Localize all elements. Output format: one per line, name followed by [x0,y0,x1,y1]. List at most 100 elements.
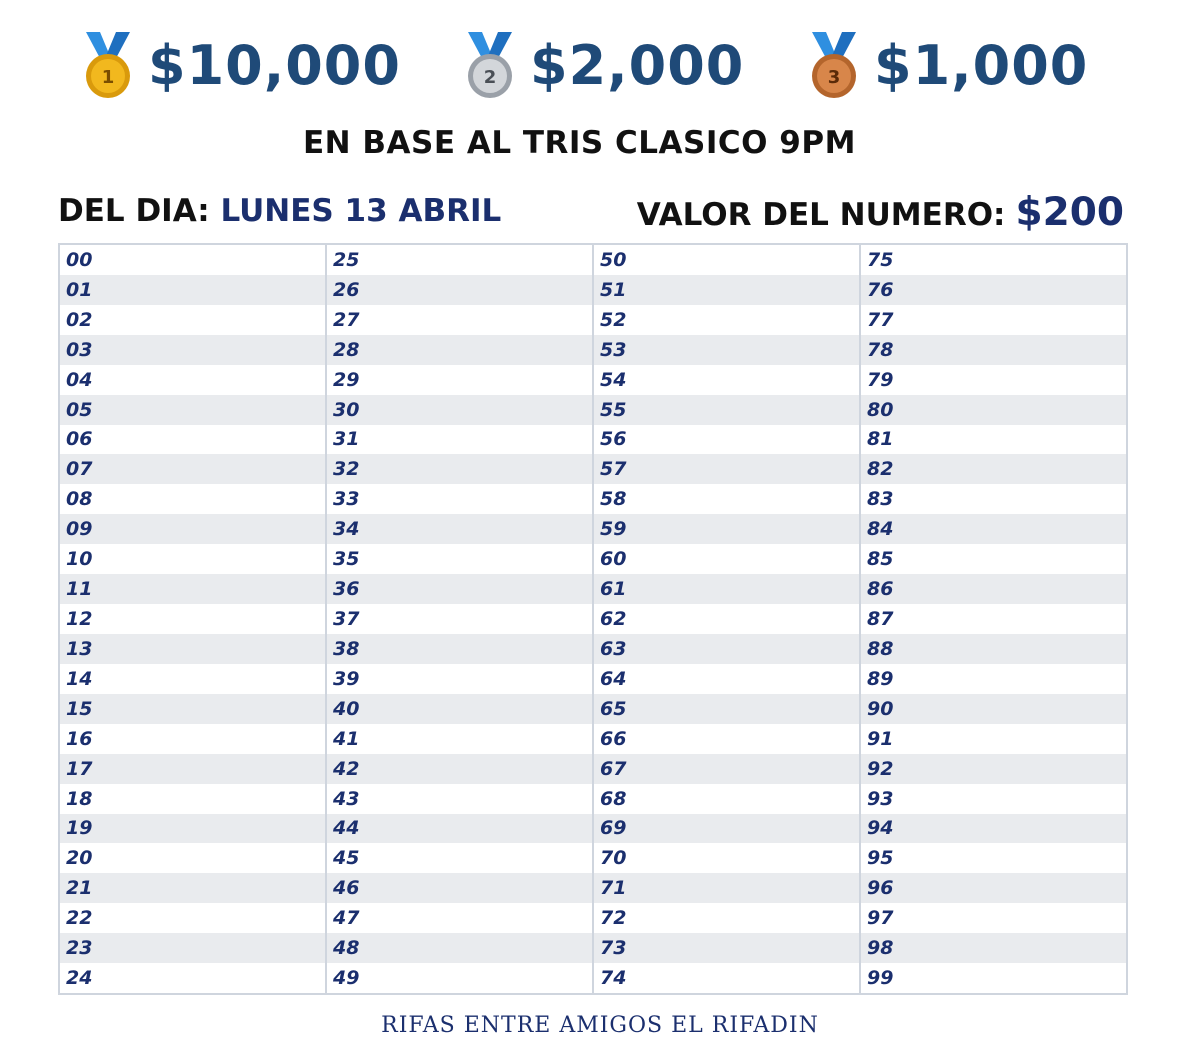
number-cell[interactable]: 87 [867,608,894,631]
number-cell[interactable]: 25 [333,248,360,271]
number-cell[interactable]: 88 [861,633,1126,664]
number-cell[interactable]: 55 [594,394,859,425]
number-cell[interactable]: 33 [333,488,360,511]
number-cell[interactable]: 45 [333,847,360,870]
number-cell[interactable]: 62 [600,608,627,631]
number-cell[interactable]: 32 [327,454,592,485]
number-cell[interactable]: 92 [861,753,1126,784]
number-cell[interactable]: 60 [600,548,627,571]
number-cell[interactable]: 31 [333,428,360,451]
number-cell[interactable]: 16 [66,727,93,750]
number-cell[interactable]: 47 [333,907,360,930]
number-cell[interactable]: 03 [60,334,325,365]
number-cell[interactable]: 69 [594,813,859,844]
number-cell[interactable]: 65 [594,693,859,724]
number-cell[interactable]: 02 [66,308,93,331]
number-cell[interactable]: 13 [60,633,325,664]
number-cell[interactable]: 53 [594,334,859,365]
number-cell[interactable]: 24 [66,967,93,990]
number-cell[interactable]: 09 [60,514,325,545]
number-cell[interactable]: 46 [327,873,592,904]
number-cell[interactable]: 74 [600,967,627,990]
number-cell[interactable]: 43 [333,787,360,810]
number-cell[interactable]: 63 [594,633,859,664]
number-cell[interactable]: 57 [594,454,859,485]
number-cell[interactable]: 93 [867,787,894,810]
number-cell[interactable]: 98 [861,933,1126,964]
number-cell[interactable]: 91 [867,727,894,750]
number-cell[interactable]: 54 [600,368,627,391]
number-cell[interactable]: 17 [60,753,325,784]
number-cell[interactable]: 19 [60,813,325,844]
number-cell[interactable]: 42 [327,753,592,784]
number-cell[interactable]: 37 [333,608,360,631]
number-cell[interactable]: 67 [594,753,859,784]
number-cell[interactable]: 70 [600,847,627,870]
number-cell[interactable]: 68 [600,787,627,810]
number-cell[interactable]: 29 [333,368,360,391]
number-cell[interactable]: 39 [333,667,360,690]
number-cell[interactable]: 75 [867,248,894,271]
number-cell[interactable]: 72 [600,907,627,930]
number-cell[interactable]: 20 [66,847,93,870]
number-cell[interactable]: 23 [60,933,325,964]
number-cell[interactable]: 51 [594,274,859,305]
number-cell[interactable]: 49 [333,967,360,990]
number-cell[interactable]: 61 [594,574,859,605]
number-cell[interactable]: 26 [327,274,592,305]
number-cell[interactable]: 00 [66,248,93,271]
number-cell[interactable]: 89 [867,667,894,690]
number-cell[interactable]: 83 [867,488,894,511]
number-cell[interactable]: 40 [327,693,592,724]
number-cell[interactable]: 81 [867,428,894,451]
number-cell[interactable]: 71 [594,873,859,904]
number-cell[interactable]: 99 [867,967,894,990]
number-cell[interactable]: 35 [333,548,360,571]
number-cell[interactable]: 38 [327,633,592,664]
number-cell[interactable]: 95 [867,847,894,870]
number-cell[interactable]: 59 [594,514,859,545]
number-cell[interactable]: 50 [600,248,627,271]
number-cell[interactable]: 15 [60,693,325,724]
number-cell[interactable]: 06 [66,428,93,451]
number-cell[interactable]: 07 [60,454,325,485]
number-cell[interactable]: 80 [861,394,1126,425]
number-cell[interactable]: 27 [333,308,360,331]
number-cell[interactable]: 52 [600,308,627,331]
number-cell[interactable]: 08 [66,488,93,511]
number-cell[interactable]: 84 [861,514,1126,545]
number-cell[interactable]: 34 [327,514,592,545]
number-cell[interactable]: 58 [600,488,627,511]
number-cell[interactable]: 01 [60,274,325,305]
number-cell[interactable]: 78 [861,334,1126,365]
number-cell[interactable]: 85 [867,548,894,571]
number-cell[interactable]: 44 [327,813,592,844]
number-cell[interactable]: 86 [861,574,1126,605]
number-cell[interactable]: 79 [867,368,894,391]
number-cell[interactable]: 05 [60,394,325,425]
number-cell[interactable]: 66 [600,727,627,750]
number-cell[interactable]: 73 [594,933,859,964]
number-cell[interactable]: 36 [327,574,592,605]
number-cell[interactable]: 18 [66,787,93,810]
number-cell[interactable]: 10 [66,548,93,571]
number-cell[interactable]: 90 [861,693,1126,724]
number-cell[interactable]: 11 [60,574,325,605]
number-cell[interactable]: 22 [66,907,93,930]
number-cell[interactable]: 96 [861,873,1126,904]
number-cell[interactable]: 30 [327,394,592,425]
number-cell[interactable]: 64 [600,667,627,690]
number-cell[interactable]: 48 [327,933,592,964]
number-cell[interactable]: 28 [327,334,592,365]
number-cell[interactable]: 76 [861,274,1126,305]
number-cell[interactable]: 04 [66,368,93,391]
number-cell[interactable]: 82 [861,454,1126,485]
number-cell[interactable]: 14 [66,667,93,690]
number-cell[interactable]: 56 [600,428,627,451]
number-cell[interactable]: 97 [867,907,894,930]
number-cell[interactable]: 21 [60,873,325,904]
number-cell[interactable]: 94 [861,813,1126,844]
number-cell[interactable]: 41 [333,727,360,750]
number-cell[interactable]: 12 [66,608,93,631]
number-cell[interactable]: 77 [867,308,894,331]
